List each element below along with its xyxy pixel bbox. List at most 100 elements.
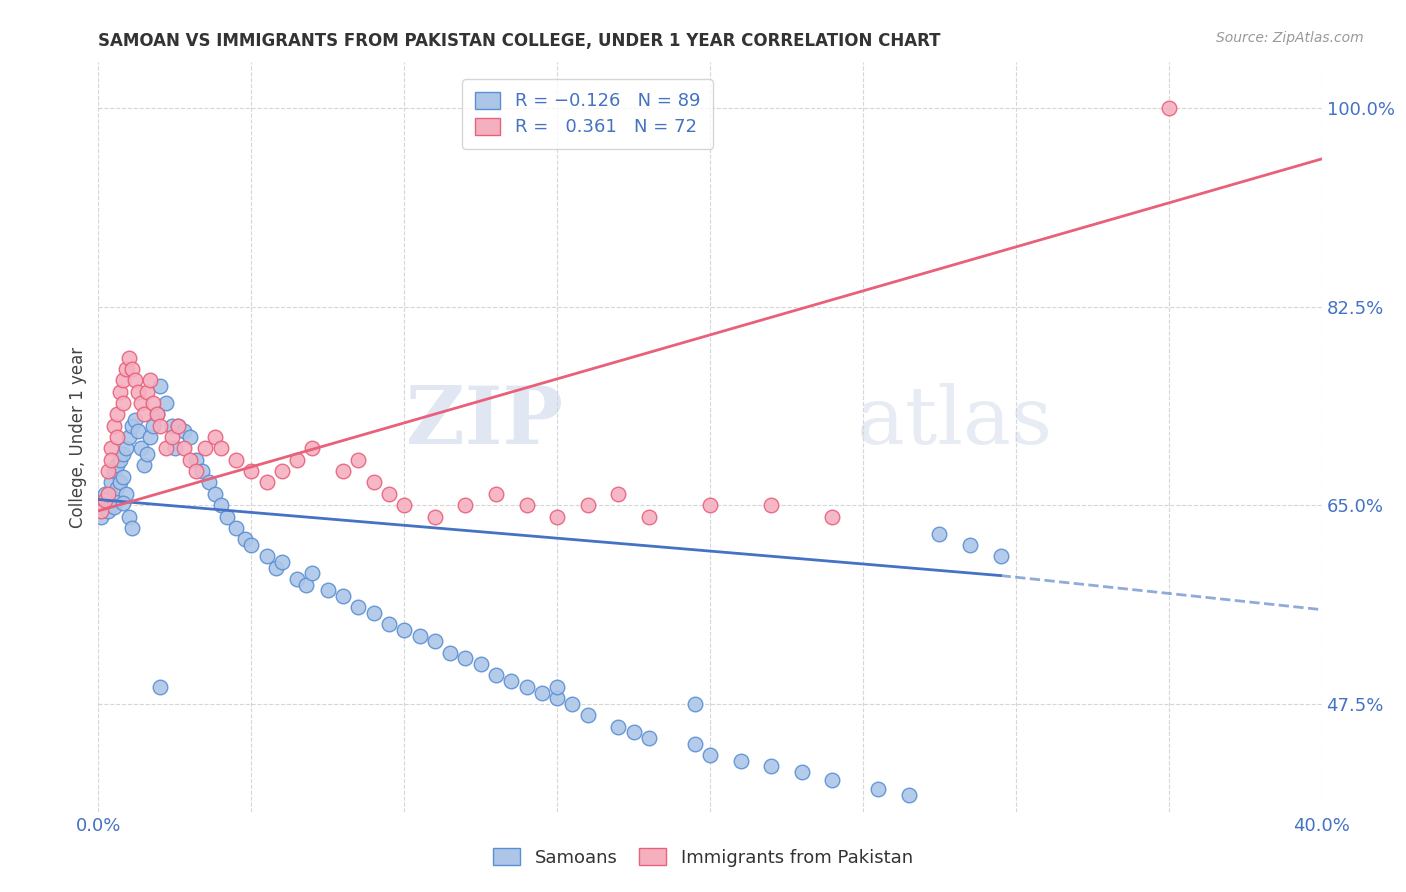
Point [332,589,354,603]
Point [103,464,125,478]
Point [233,533,256,547]
Point [546,691,568,706]
Point [623,725,645,739]
Point [111,496,134,510]
Point [115,362,138,376]
Point [108,475,131,490]
Point [100,452,122,467]
Point [470,657,492,672]
Point [124,373,146,387]
Point [179,452,201,467]
Point [576,708,599,723]
Point [485,668,508,682]
Point [240,538,263,552]
Point [225,521,247,535]
Point [1157,101,1180,115]
Point [730,754,752,768]
Point [179,430,201,444]
Point [149,379,172,393]
Point [699,747,721,762]
Point [194,442,217,456]
Point [103,418,125,433]
Point [332,464,354,478]
Point [270,464,292,478]
Point [607,720,630,734]
Point [363,606,385,620]
Point [423,509,446,524]
Point [225,452,247,467]
Point [173,442,195,456]
Point [295,577,318,591]
Point [256,549,278,564]
Point [454,498,477,512]
Point [683,697,706,711]
Point [561,697,583,711]
Point [759,759,782,773]
Point [145,408,167,422]
Point [392,623,416,637]
Y-axis label: College, Under 1 year: College, Under 1 year [69,346,87,528]
Point [121,362,143,376]
Point [209,442,232,456]
Point [142,418,165,433]
Point [990,549,1012,564]
Point [93,487,115,501]
Point [546,509,568,524]
Point [179,884,201,892]
Point [530,685,553,699]
Point [408,629,430,643]
Point [285,572,308,586]
Point [160,418,183,433]
Point [264,560,287,574]
Point [149,680,172,694]
Point [127,425,149,439]
Point [118,430,141,444]
Point [759,498,782,512]
Point [127,384,149,399]
Point [316,583,339,598]
Point [959,538,981,552]
Point [115,487,138,501]
Point [699,498,721,512]
Point [204,487,226,501]
Point [111,373,134,387]
Point [136,447,159,461]
Point [155,442,177,456]
Point [928,526,950,541]
Point [186,464,208,478]
Point [501,674,523,689]
Point [149,418,172,433]
Point [576,498,599,512]
Point [97,504,120,518]
Point [111,470,134,484]
Point [378,487,401,501]
Point [167,418,190,433]
Point [607,487,630,501]
Point [821,509,844,524]
Point [139,373,162,387]
Point [516,498,538,512]
Point [103,487,125,501]
Point [129,396,152,410]
Point [124,413,146,427]
Point [363,475,385,490]
Point [173,425,195,439]
Point [134,458,156,473]
Point [392,498,416,512]
Point [139,430,162,444]
Point [546,680,568,694]
Point [108,384,131,399]
Point [516,680,538,694]
Text: ZIP: ZIP [406,383,564,461]
Point [163,442,186,456]
Point [301,566,323,581]
Legend: Samoans, Immigrants from Pakistan: Samoans, Immigrants from Pakistan [486,841,920,874]
Point [136,384,159,399]
Point [790,764,813,779]
Text: atlas: atlas [856,383,1052,461]
Point [121,418,143,433]
Point [160,430,183,444]
Point [215,509,238,524]
Text: SAMOAN VS IMMIGRANTS FROM PAKISTAN COLLEGE, UNDER 1 YEAR CORRELATION CHART: SAMOAN VS IMMIGRANTS FROM PAKISTAN COLLE… [98,32,941,50]
Point [100,442,122,456]
